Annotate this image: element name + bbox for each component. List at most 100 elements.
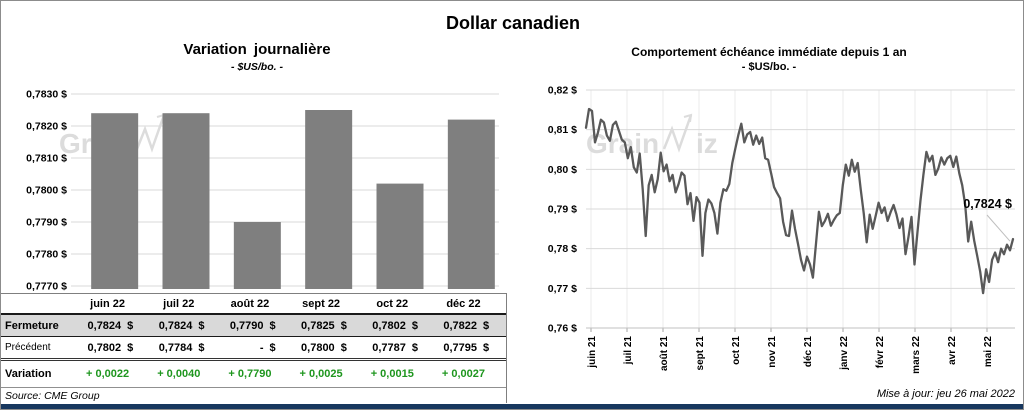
value-number: + 0,0022 bbox=[86, 368, 130, 380]
x-axis-tick-label: mars 22 bbox=[911, 336, 922, 374]
source-label: Source: CME Group bbox=[5, 389, 100, 402]
x-axis-tick-label: nov 21 bbox=[767, 336, 778, 368]
table-row: Fermeture 0,7824 $0,7824 $0,7790 $0,7825 $0,7… bbox=[1, 315, 506, 337]
value-number: 0,7784 bbox=[158, 341, 193, 354]
x-axis-tick-label: août 21 bbox=[659, 336, 670, 371]
watermark-arrowhead bbox=[683, 113, 693, 123]
currency-sign: $ bbox=[340, 319, 347, 332]
value-number: 0,7825 bbox=[301, 319, 335, 332]
value-number: - bbox=[259, 341, 264, 354]
watermark-zigzag bbox=[135, 114, 166, 153]
watermark-zigzag bbox=[662, 114, 693, 153]
value-number: 0,7795 bbox=[443, 341, 478, 354]
currency-sign: $ bbox=[127, 319, 134, 332]
column-header: oct 22 bbox=[376, 297, 409, 310]
x-axis-tick-label: oct 21 bbox=[731, 336, 742, 365]
y-axis-tick-label: 0,7770 $ bbox=[26, 281, 67, 293]
y-axis-tick-label: 0,81 $ bbox=[548, 124, 577, 136]
x-axis-tick-label: déc 21 bbox=[803, 336, 814, 368]
x-axis-tick-label: janv 22 bbox=[839, 336, 850, 371]
bar-chart-title: Variation journalière bbox=[183, 41, 331, 58]
value-number: 0,7787 bbox=[372, 341, 406, 354]
table-row: Précédent 0,7802 $0,7784 $ - $0,7800 $0,7787 $0… bbox=[1, 337, 506, 361]
bar-chart: 0,7830 $ 0,7820 $ 0,7810 $ 0,7800 $ 0,7790 $… bbox=[26, 89, 499, 293]
row-label: Fermeture bbox=[5, 319, 59, 332]
value-cell: + 0,0022 bbox=[79, 368, 150, 380]
bar bbox=[91, 113, 139, 289]
value-cell: + 0,0015 bbox=[364, 368, 435, 380]
x-axis-tick-label: avr 22 bbox=[947, 336, 958, 365]
column-header: juil 22 bbox=[163, 297, 195, 310]
value-cell: 0,7824 $ bbox=[150, 320, 221, 332]
column-header: déc 22 bbox=[446, 297, 481, 310]
y-axis-tick-label: 0,80 $ bbox=[548, 164, 577, 176]
y-axis-tick-label: 0,82 $ bbox=[548, 85, 577, 97]
value-number: + 0,0040 bbox=[157, 368, 201, 380]
table-row: Variation + 0,0022 + 0,0040 + 0,7790 + 0,002… bbox=[1, 361, 506, 388]
last-value-annotation: 0,7824 $ bbox=[963, 197, 1012, 211]
value-cell: 0,7790 $ bbox=[221, 320, 292, 332]
bar bbox=[233, 222, 281, 289]
value-number: 0,7802 bbox=[372, 319, 406, 332]
values-table: juin 22 juil 22 août 22 sept 22 oct 22 déc 22… bbox=[1, 293, 507, 403]
value-cell: 0,7822 $ bbox=[435, 320, 506, 332]
value-cell: + 0,0040 bbox=[150, 368, 221, 380]
x-axis-tick-label: juil 21 bbox=[623, 336, 634, 366]
currency-sign: $ bbox=[269, 319, 276, 332]
value-number: + 0,0025 bbox=[299, 368, 343, 380]
value-number: 0,7824 bbox=[158, 319, 193, 332]
value-number: 0,7822 bbox=[443, 319, 478, 332]
y-axis-tick-label: 0,7830 $ bbox=[26, 89, 67, 101]
price-line bbox=[584, 107, 1015, 295]
currency-sign: $ bbox=[411, 319, 418, 332]
line-chart: juin 21 juil 21 août 21 sept 21 oct 21 nov 21… bbox=[548, 85, 1015, 374]
y-axis-tick-label: 0,7800 $ bbox=[26, 185, 67, 197]
column-header: sept 22 bbox=[302, 297, 341, 310]
currency-sign: $ bbox=[198, 341, 205, 354]
value-number: 0,7800 bbox=[301, 341, 335, 354]
source-row: Source: CME Group bbox=[1, 388, 506, 403]
currency-sign: $ bbox=[269, 341, 276, 354]
column-header: août 22 bbox=[230, 297, 270, 310]
update-date: Mise à jour: jeu 26 mai 2022 bbox=[876, 388, 1015, 400]
y-axis-tick-label: 0,7820 $ bbox=[26, 121, 67, 133]
y-axis-tick-label: 0,7780 $ bbox=[26, 249, 67, 261]
line-chart-subtitle: - $US/bo. - bbox=[741, 61, 797, 73]
y-axis-tick-label: 0,79 $ bbox=[548, 204, 577, 216]
value-number: + 0,7790 bbox=[228, 368, 272, 380]
bar-chart-subtitle: - $US/bo. - bbox=[231, 61, 283, 73]
x-axis-tick-label: sept 21 bbox=[695, 336, 706, 371]
value-cell: 0,7802 $ bbox=[79, 342, 150, 354]
column-header: juin 22 bbox=[90, 297, 125, 310]
line-chart-title: Comportement échéance immédiate depuis 1… bbox=[631, 45, 907, 59]
page-title: Dollar canadien bbox=[445, 13, 581, 33]
y-axis-tick-label: 0,76 $ bbox=[548, 323, 577, 335]
value-cell: + 0,0027 bbox=[435, 368, 506, 380]
value-number: + 0,0015 bbox=[370, 368, 414, 380]
x-axis-tick-label: juin 21 bbox=[587, 336, 598, 369]
currency-sign: $ bbox=[198, 319, 205, 332]
value-number: + 0,0027 bbox=[441, 368, 485, 380]
bar bbox=[162, 113, 210, 289]
bar bbox=[376, 183, 424, 289]
value-cell: 0,7800 $ bbox=[293, 342, 364, 354]
table-header-row: juin 22 juil 22 août 22 sept 22 oct 22 déc 22 bbox=[1, 294, 506, 315]
watermark-text: iz bbox=[696, 128, 718, 159]
value-cell: 0,7795 $ bbox=[435, 342, 506, 354]
y-axis-tick-label: 0,7810 $ bbox=[26, 153, 67, 165]
value-cell: 0,7825 $ bbox=[293, 320, 364, 332]
currency-sign: $ bbox=[483, 341, 490, 354]
y-axis-tick-label: 0,78 $ bbox=[548, 243, 577, 255]
value-cell: 0,7787 $ bbox=[364, 342, 435, 354]
bar bbox=[305, 110, 353, 289]
x-axis-tick-label: mai 22 bbox=[983, 336, 994, 368]
value-cell: - $ bbox=[221, 342, 292, 354]
bar bbox=[447, 119, 495, 289]
row-label: Variation bbox=[5, 368, 52, 380]
currency-sign: $ bbox=[340, 341, 347, 354]
value-cell: 0,7784 $ bbox=[150, 342, 221, 354]
value-cell: 0,7802 $ bbox=[364, 320, 435, 332]
footer-bar bbox=[1, 404, 1023, 409]
